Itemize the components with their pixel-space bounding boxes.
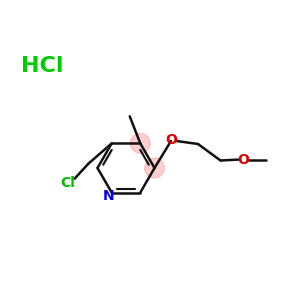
Circle shape [145,158,164,178]
Text: N: N [103,189,115,203]
Text: Cl: Cl [61,176,75,190]
Circle shape [130,134,150,153]
Text: O: O [237,153,249,166]
Text: HCl: HCl [21,56,64,76]
Text: O: O [165,133,177,147]
